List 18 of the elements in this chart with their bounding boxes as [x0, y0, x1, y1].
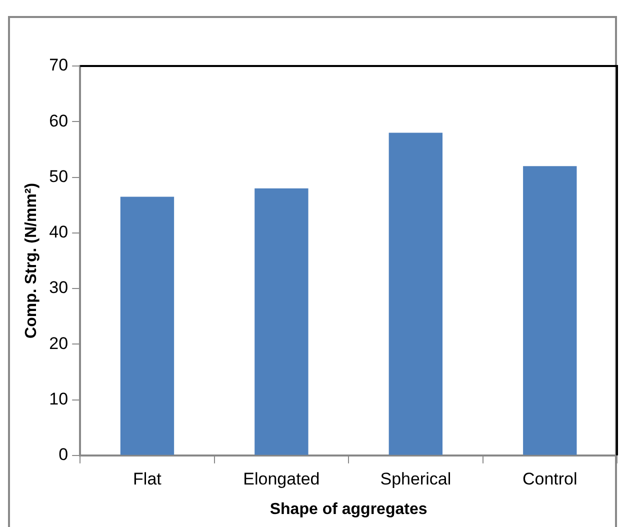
- x-tick-label: Spherical: [380, 469, 452, 488]
- x-axis-title: Shape of aggregates: [270, 500, 428, 518]
- y-tick-label: 40: [49, 222, 68, 242]
- bar: [388, 132, 443, 455]
- y-tick-label: 30: [49, 278, 68, 298]
- y-tick-label: 20: [49, 334, 68, 353]
- y-tick-label: 60: [49, 111, 68, 130]
- y-tick-label: 50: [49, 166, 68, 186]
- y-axis-title: Comp. Strg. (N/mm²): [23, 182, 40, 338]
- bar: [523, 166, 577, 455]
- y-tick-label: 0: [58, 445, 68, 464]
- x-tick-label: Flat: [133, 469, 162, 488]
- x-tick-label: Elongated: [243, 469, 320, 488]
- bar: [254, 188, 308, 455]
- x-tick-label: Control: [522, 469, 578, 488]
- y-tick-label: 70: [49, 56, 68, 75]
- bar: [120, 196, 174, 455]
- y-tick-label: 10: [49, 389, 68, 408]
